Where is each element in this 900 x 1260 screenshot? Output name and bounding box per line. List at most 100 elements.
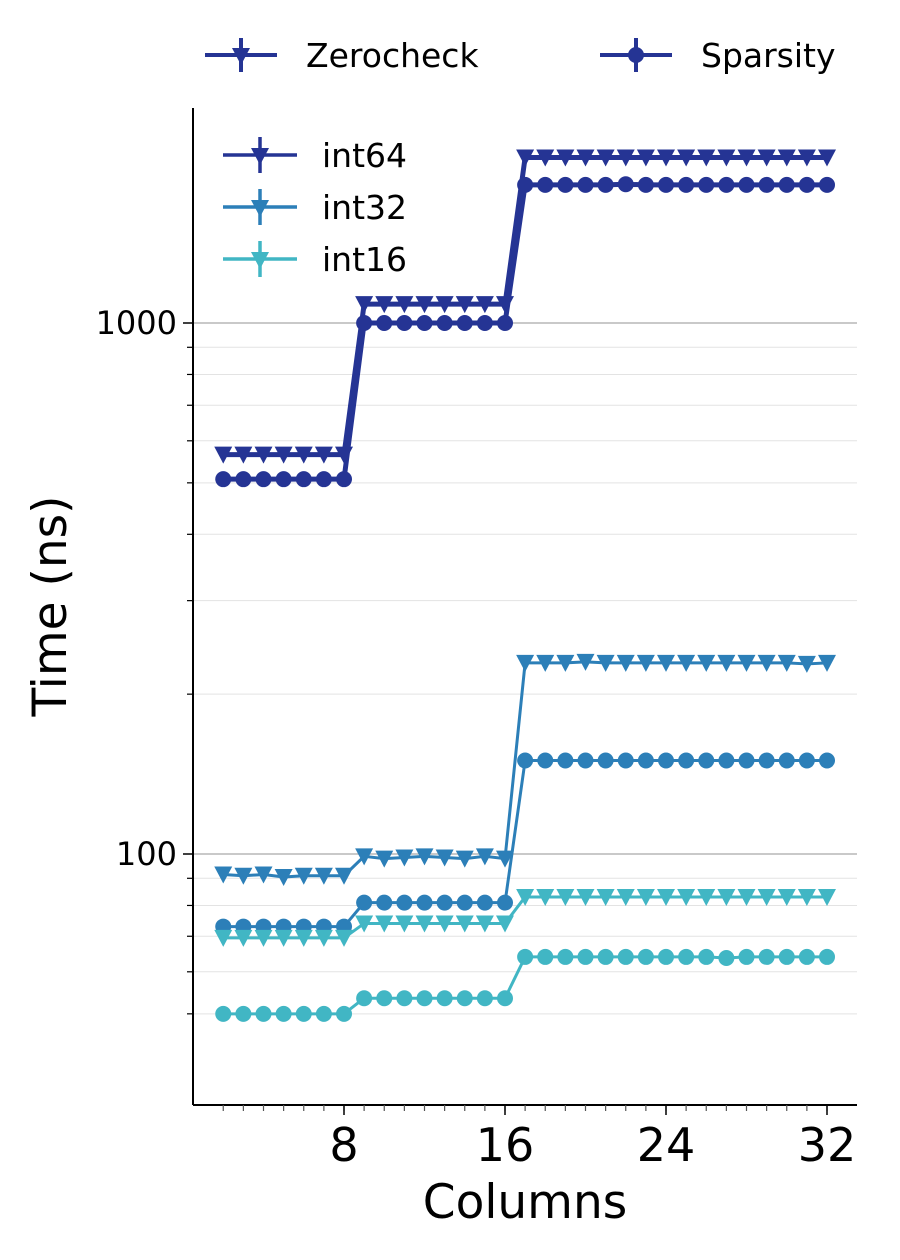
data-point (376, 990, 393, 1007)
data-point (818, 149, 836, 167)
data-point (516, 654, 535, 672)
data-point (737, 149, 756, 167)
data-point (315, 471, 332, 488)
data-point (717, 888, 736, 906)
data-point (556, 654, 575, 672)
data-point (395, 915, 414, 933)
data-point (497, 894, 513, 911)
data-point (636, 149, 655, 167)
data-point (818, 888, 836, 906)
data-point (697, 149, 716, 167)
data-point (415, 848, 434, 866)
legend-label: int64 (322, 136, 407, 175)
axes: 100 1000 8 16 24 32 (96, 108, 857, 1172)
data-point (335, 867, 353, 885)
data-point (657, 654, 675, 672)
data-point (778, 176, 795, 193)
data-point (356, 894, 373, 911)
data-point (254, 446, 273, 464)
data-point (455, 915, 474, 933)
x-tick-label: 16 (476, 1118, 535, 1172)
data-point (255, 1005, 272, 1022)
data-point (658, 948, 674, 965)
data-point (658, 176, 674, 193)
data-point (616, 149, 635, 167)
legend-label: int32 (322, 188, 407, 227)
data-point (396, 894, 413, 911)
data-point (576, 653, 595, 671)
data-point (315, 1005, 332, 1022)
data-point (476, 315, 493, 331)
data-point (335, 929, 353, 947)
data-point (416, 990, 433, 1007)
data-point (336, 1005, 352, 1022)
legend-entry-int16: int16 (223, 240, 407, 279)
data-point (376, 315, 393, 331)
data-point (758, 948, 775, 965)
data-point (636, 654, 655, 672)
data-point (537, 176, 554, 193)
series-int32-sparsity (215, 752, 835, 935)
data-point (778, 948, 795, 965)
y-tick-label: 1000 (96, 304, 177, 342)
data-point (294, 929, 313, 947)
data-point (819, 948, 835, 965)
y-tick-label: 100 (116, 835, 177, 873)
data-point (576, 149, 595, 167)
data-point (697, 888, 716, 906)
data-point (718, 176, 735, 193)
data-point (356, 990, 373, 1007)
data-point (456, 315, 473, 331)
data-point (637, 176, 654, 193)
legend-entry-int64: int64 (223, 136, 407, 175)
x-tick-label: 24 (637, 1118, 696, 1172)
data-point (395, 296, 414, 314)
data-point (556, 888, 575, 906)
data-point (254, 929, 273, 947)
data-point (777, 654, 796, 672)
data-point (436, 315, 453, 331)
data-point (777, 888, 796, 906)
data-point (677, 654, 696, 672)
data-point (798, 752, 815, 769)
series-line (223, 955, 827, 1016)
data-point (597, 176, 614, 193)
series-int32-zerocheck (214, 653, 836, 887)
data-point (416, 894, 433, 911)
data-point (658, 752, 674, 769)
data-point (475, 848, 494, 866)
data-point (637, 752, 654, 769)
data-point (596, 888, 615, 906)
series-layer (214, 149, 836, 1022)
data-point (214, 866, 233, 884)
data-point (536, 654, 555, 672)
triangle-down-icon (251, 148, 269, 165)
data-point (797, 888, 816, 906)
data-point (215, 1005, 232, 1022)
data-point (617, 948, 634, 965)
data-point (475, 915, 494, 933)
data-point (254, 866, 273, 884)
data-point (778, 752, 795, 769)
data-point (819, 176, 835, 193)
data-point (657, 149, 675, 167)
legend-entry-zerocheck: Zerocheck (205, 36, 479, 75)
data-point (738, 176, 755, 193)
data-point (557, 176, 574, 193)
data-point (476, 894, 493, 911)
data-point (517, 176, 534, 193)
data-point (415, 296, 434, 314)
data-point (235, 1005, 252, 1022)
data-point (557, 752, 574, 769)
data-point (777, 149, 796, 167)
data-point (235, 471, 252, 488)
data-point (295, 471, 312, 488)
data-point (214, 446, 233, 464)
triangle-down-icon (251, 200, 269, 217)
data-point (636, 888, 655, 906)
series-line (223, 181, 827, 482)
data-point (376, 894, 393, 911)
data-point (678, 948, 695, 965)
data-point (396, 990, 413, 1007)
data-point (737, 888, 756, 906)
